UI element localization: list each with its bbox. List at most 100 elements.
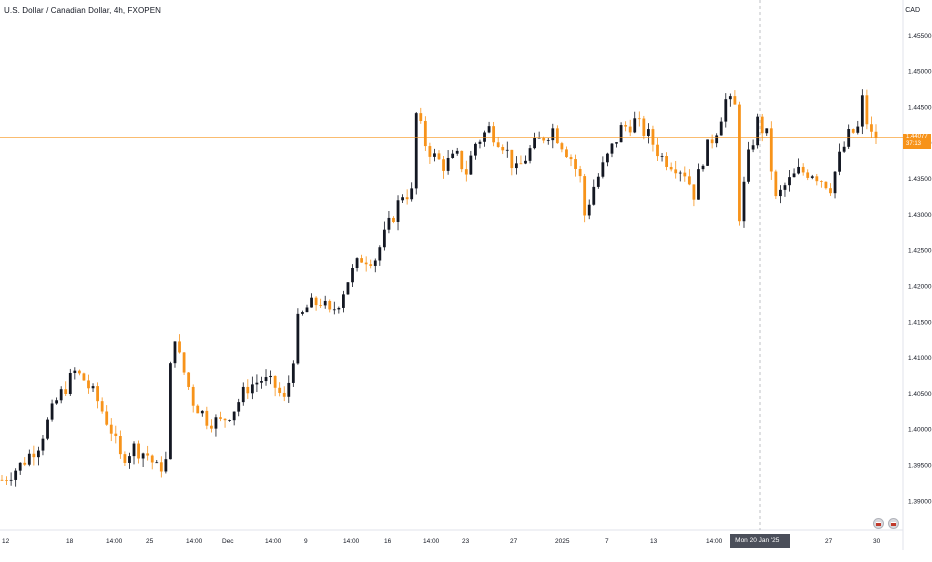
candle-down <box>64 389 68 394</box>
candle-down <box>437 153 441 160</box>
time-tick-label: 27 <box>510 538 518 545</box>
candle-up <box>514 163 518 169</box>
time-tick-label: 14:00 <box>106 538 123 545</box>
candle-up <box>382 229 386 248</box>
candle-down <box>114 433 118 437</box>
candle-up <box>606 153 609 163</box>
candle-up <box>73 370 77 373</box>
candle-up <box>742 181 746 222</box>
candle-up <box>378 247 382 261</box>
candle-up <box>46 419 49 439</box>
candle-up <box>779 189 782 197</box>
candle-up <box>783 185 787 190</box>
candle-up <box>451 153 455 158</box>
candle-down <box>118 436 122 455</box>
candle-down <box>82 373 86 381</box>
candlestick-chart[interactable]: 1.39000 1.39500 1.40000 1.40500 1.41000 1.415… <box>0 0 932 550</box>
time-tick-label: 18 <box>66 538 74 545</box>
candle-up <box>756 116 760 146</box>
candle-up <box>601 162 605 177</box>
price-axis[interactable]: 1.39000 1.39500 1.40000 1.40500 1.41000 1.415… <box>908 33 932 506</box>
candle-up <box>164 459 168 472</box>
price-tick-label: 1.39000 <box>908 498 932 505</box>
candle-up <box>91 386 95 389</box>
price-tick-label: 1.45000 <box>908 69 932 76</box>
candle-up <box>765 128 769 134</box>
candle-up <box>214 417 218 429</box>
candle-down <box>574 159 577 169</box>
candle-down <box>851 129 855 133</box>
candle-up <box>59 389 63 401</box>
price-tick-label: 1.42500 <box>908 248 932 255</box>
candle-up <box>719 121 723 136</box>
us-flag-icon[interactable] <box>888 518 899 529</box>
candle-up <box>373 260 377 266</box>
candle-down <box>683 172 687 177</box>
candle-up <box>838 151 841 172</box>
time-tick-label: 14:00 <box>343 538 360 545</box>
price-tick-label: 1.43500 <box>908 176 932 183</box>
candle-up <box>355 258 359 269</box>
candle-up <box>660 156 664 157</box>
candle-down <box>569 157 573 160</box>
last-price-value: 1.44077 <box>906 133 928 140</box>
candle-down <box>733 96 737 105</box>
candle-up <box>856 126 860 133</box>
candle-up <box>27 453 31 465</box>
candle-up <box>237 402 241 412</box>
candle-down <box>0 479 4 481</box>
candle-up <box>68 372 72 394</box>
candle-down <box>492 126 496 143</box>
candle-down <box>105 411 109 425</box>
candle-up <box>287 382 291 397</box>
time-tick-label: 14:00 <box>706 538 723 545</box>
candle-down <box>865 95 869 125</box>
candle-up <box>505 149 509 151</box>
candle-down <box>319 305 323 306</box>
candle-up <box>310 297 313 308</box>
candle-up <box>524 160 527 164</box>
candle-down <box>282 392 286 397</box>
candle-up <box>860 95 864 127</box>
candle-up <box>200 410 204 414</box>
candle-down <box>801 166 805 173</box>
candle-down <box>774 171 778 197</box>
candle-up <box>155 462 159 464</box>
candle-down <box>692 184 696 200</box>
candle-up <box>810 176 814 178</box>
candle-up <box>706 139 709 166</box>
candle-down <box>710 139 714 144</box>
candle-up <box>291 363 295 383</box>
time-tick-label: 14:00 <box>265 538 282 545</box>
candle-up <box>228 420 232 421</box>
time-tick-label: 23 <box>462 538 470 545</box>
candle-up <box>646 129 650 136</box>
candle-up <box>50 403 54 420</box>
time-tick-label: 27 <box>825 538 833 545</box>
time-tick-label: 9 <box>304 538 308 545</box>
candle-down <box>123 454 127 463</box>
candle-up <box>18 462 22 471</box>
candle-up <box>788 177 791 186</box>
candle-up <box>701 165 705 170</box>
candle-down <box>565 149 568 158</box>
candle-up <box>469 155 473 175</box>
candle-down <box>874 131 878 138</box>
time-axis[interactable]: 12 18 14:00 25 14:00 Dec 14:00 9 14:00 16 14:00 23 2… <box>2 538 881 545</box>
candle-down <box>674 169 678 174</box>
price-tick-label: 1.41000 <box>908 355 932 362</box>
candle-down <box>146 453 150 456</box>
candle-up <box>387 217 391 230</box>
price-tick-label: 1.43000 <box>908 212 932 219</box>
candle-down <box>219 417 222 419</box>
candle-down <box>665 156 669 167</box>
us-flag-icon[interactable] <box>873 518 884 529</box>
time-tick-label: 14:00 <box>423 538 440 545</box>
candle-up <box>592 186 596 205</box>
candle-up <box>346 282 350 295</box>
candle-down <box>542 137 546 141</box>
candle-down <box>464 169 468 175</box>
candle-up <box>478 141 482 144</box>
price-tick-label: 1.41500 <box>908 319 932 326</box>
